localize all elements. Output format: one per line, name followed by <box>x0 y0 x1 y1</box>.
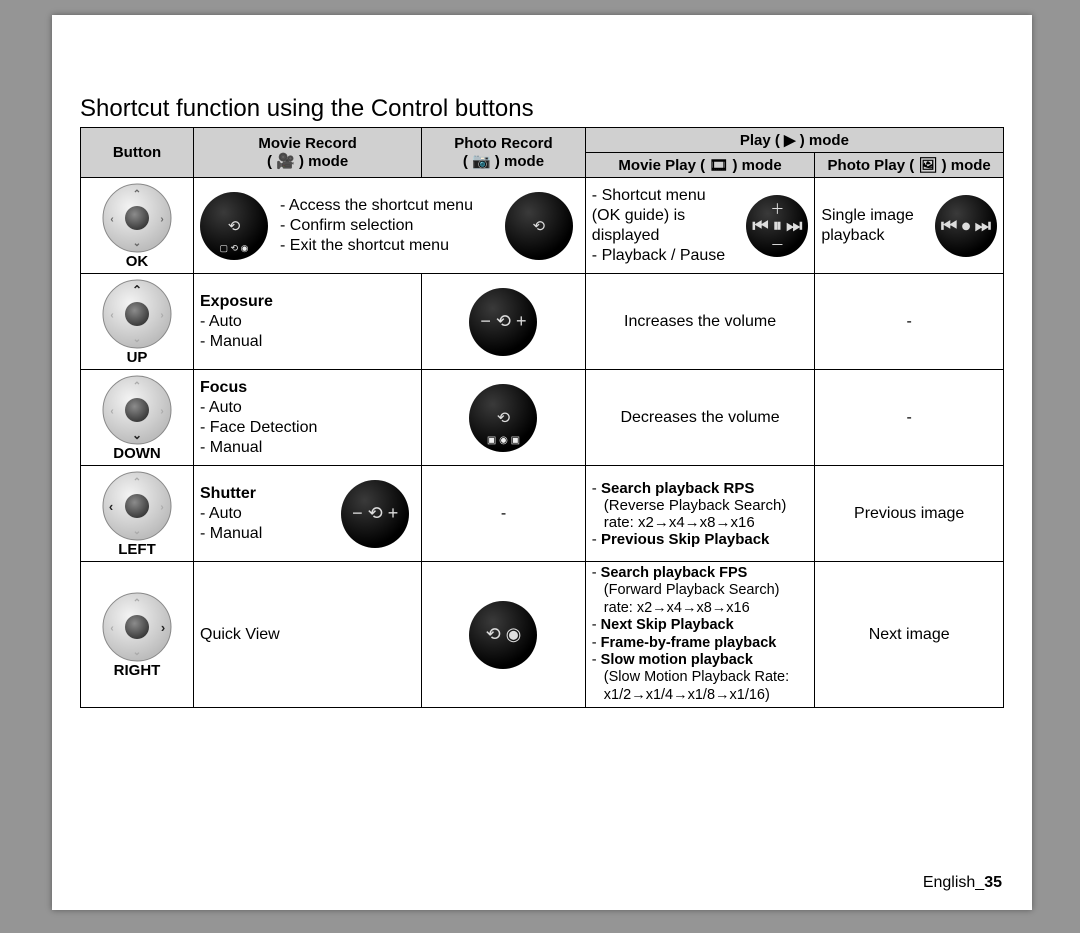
svg-text:‹: ‹ <box>110 623 113 634</box>
table-row: ⌃ ⌄ ‹ › RIGHT Quick View ⟲ ◉ <box>81 562 1004 708</box>
button-cell-left: ⌃ ⌄ ‹ › LEFT <box>81 466 194 562</box>
button-label: RIGHT <box>87 662 187 679</box>
cell-right-photo: ⟲ ◉ <box>422 562 586 708</box>
svg-text:⌄: ⌄ <box>133 238 141 249</box>
dial-icon: ⟲ ◉ <box>469 601 537 669</box>
cell-ok-record: ⟲ ▢ ⟲ ◉ - Access the shortcut menu - Con… <box>194 178 586 274</box>
cell-up-movieplay: Increases the volume <box>585 274 815 370</box>
cell-ok-photoplay: Single image playback ⏮●⏭ <box>815 178 1004 274</box>
svg-text:›: › <box>160 214 163 225</box>
cell-left-photoplay: Previous image <box>815 466 1004 562</box>
cell-left-photo: - <box>422 466 586 562</box>
table-row: ⌃ ⌄ ‹ › LEFT Shutter - Auto <box>81 466 1004 562</box>
button-cell-down: ⌃ ⌄ ‹ › DOWN <box>81 370 194 466</box>
svg-text:›: › <box>161 620 165 635</box>
table-row: ⌃ ⌄ ‹ › DOWN Focus - Auto - Face De <box>81 370 1004 466</box>
col-header-movie-record: Movie Record ( 🎥 ) mode <box>194 128 422 178</box>
svg-text:›: › <box>160 406 163 417</box>
svg-text:⌄: ⌄ <box>132 428 142 442</box>
navpad-icon: ⌃ ⌄ ‹ › <box>102 471 172 541</box>
manual-page: Shortcut function using the Control butt… <box>52 15 1032 910</box>
button-label: UP <box>87 349 187 366</box>
cell-up-photoplay: - <box>815 274 1004 370</box>
table-row: ⌃ ⌄ ‹ › UP Exposure - Auto - Manual <box>81 274 1004 370</box>
button-label: OK <box>87 253 187 270</box>
col-header-button: Button <box>81 128 194 178</box>
cell-right-movieplay: - Search playback FPS (Forward Playback … <box>585 562 815 708</box>
svg-text:‹: ‹ <box>109 499 113 514</box>
button-cell-ok: ⌃ ⌄ ‹ › OK <box>81 178 194 274</box>
button-cell-up: ⌃ ⌄ ‹ › UP <box>81 274 194 370</box>
navpad-icon: ⌃ ⌄ ‹ › <box>102 592 172 662</box>
button-cell-right: ⌃ ⌄ ‹ › RIGHT <box>81 562 194 708</box>
page-title: Shortcut function using the Control butt… <box>80 95 1004 123</box>
cell-down-photo: ⟲ ▣ ◉ ▣ <box>422 370 586 466</box>
svg-text:‹: ‹ <box>110 406 113 417</box>
col-header-photo-record: Photo Record ( 📷 ) mode <box>422 128 586 178</box>
col-header-play-mode: Play ( ▶ ) mode <box>585 128 1003 153</box>
navpad-icon: ⌃ ⌄ ‹ › <box>102 183 172 253</box>
button-label: DOWN <box>87 445 187 462</box>
button-label: LEFT <box>87 541 187 558</box>
page-footer: English_35 <box>923 874 1002 892</box>
svg-text:⌃: ⌃ <box>132 283 142 297</box>
navpad-icon: ⌃ ⌄ ‹ › <box>102 279 172 349</box>
cell-left-movieplay: - Search playback RPS (Reverse Playback … <box>585 466 815 562</box>
cell-right-movie: Quick View <box>194 562 422 708</box>
cell-left-movie: Shutter - Auto - Manual − ⟲ + <box>194 466 422 562</box>
svg-text:›: › <box>160 310 163 321</box>
cell-down-movieplay: Decreases the volume <box>585 370 815 466</box>
svg-text:⌃: ⌃ <box>133 381 141 392</box>
svg-text:⌃: ⌃ <box>133 477 141 488</box>
col-header-photo-play: Photo Play ( 🖼 ) mode <box>815 153 1004 178</box>
navpad-icon: ⌃ ⌄ ‹ › <box>102 375 172 445</box>
dial-icon: ⟲ ▣ ◉ ▣ <box>469 384 537 452</box>
cell-up-photo: − ⟲ + <box>422 274 586 370</box>
svg-text:›: › <box>160 502 163 513</box>
svg-text:⌄: ⌄ <box>133 526 141 537</box>
playback-dial-icon: ＋ ⏮⏸⏭ － <box>746 195 808 257</box>
svg-text:⌃: ⌃ <box>133 598 141 609</box>
playback-dial-icon: ⏮●⏭ <box>935 195 997 257</box>
svg-text:‹: ‹ <box>110 310 113 321</box>
cell-down-movie: Focus - Auto - Face Detection - Manual <box>194 370 422 466</box>
shortcut-table: Button Movie Record ( 🎥 ) mode Photo Rec… <box>80 127 1004 708</box>
svg-text:⌄: ⌄ <box>133 334 141 345</box>
cell-up-movie: Exposure - Auto - Manual <box>194 274 422 370</box>
cell-ok-movieplay: - Shortcut menu (OK guide) is displayed … <box>585 178 815 274</box>
svg-text:⌄: ⌄ <box>133 647 141 658</box>
col-header-movie-play: Movie Play ( 🎞 ) mode <box>585 153 815 178</box>
dial-icon: ⟲ ▢ ⟲ ◉ <box>200 192 268 260</box>
cell-down-photoplay: - <box>815 370 1004 466</box>
svg-text:‹: ‹ <box>110 214 113 225</box>
svg-text:⌃: ⌃ <box>133 189 141 200</box>
dial-icon: ⟲ <box>505 192 573 260</box>
page-content: Shortcut function using the Control butt… <box>80 95 1004 708</box>
cell-right-photoplay: Next image <box>815 562 1004 708</box>
dial-icon: − ⟲ + <box>341 480 409 548</box>
table-row: ⌃ ⌄ ‹ › OK ⟲ ▢ ⟲ ◉ <box>81 178 1004 274</box>
dial-icon: − ⟲ + <box>469 288 537 356</box>
